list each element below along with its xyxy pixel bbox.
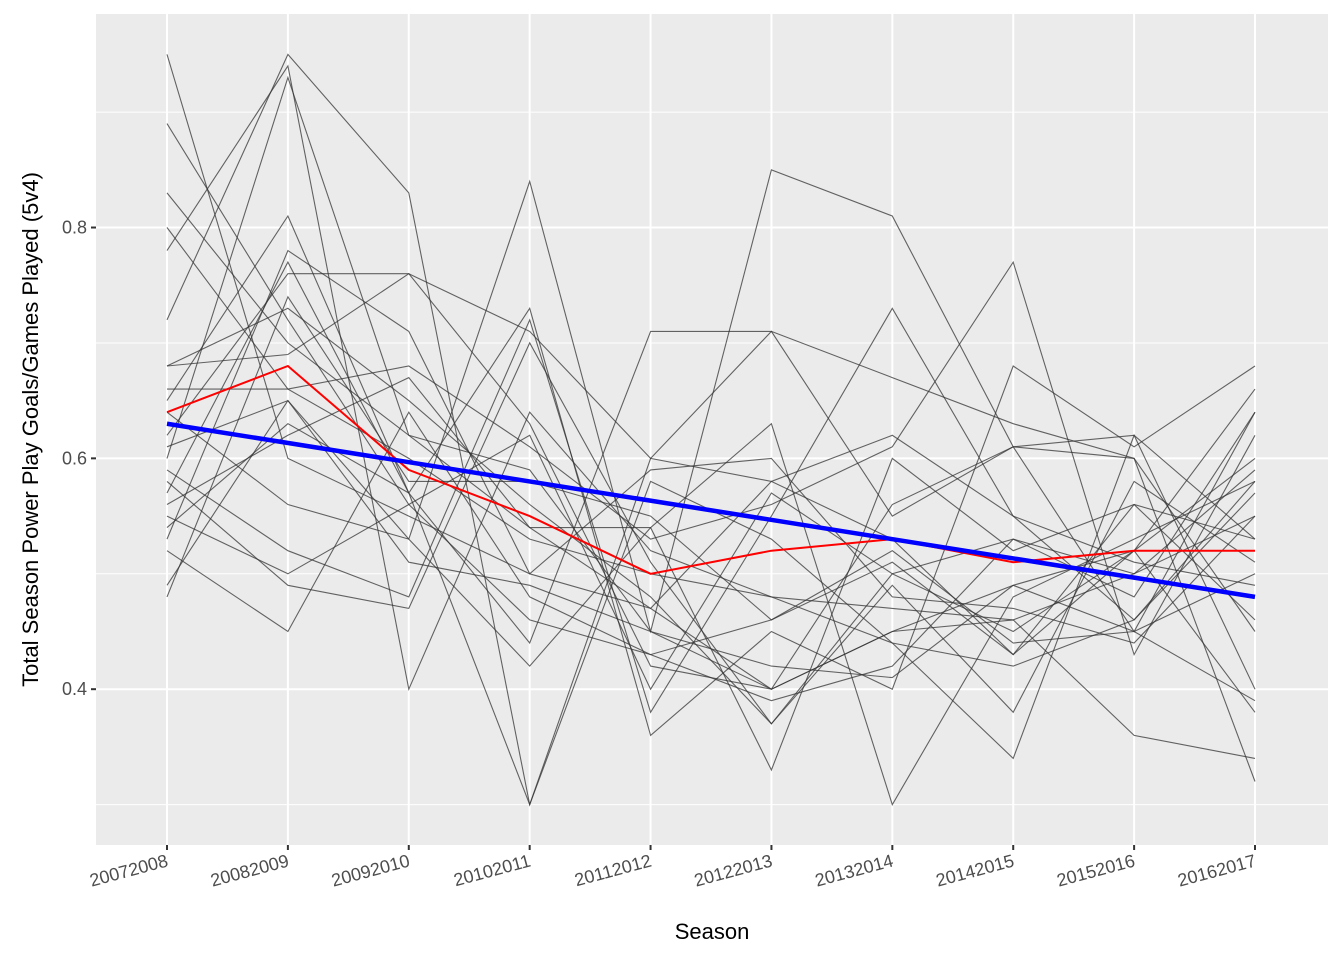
team-series-line [166,295,1256,644]
y-axis-title: Total Season Power Play Goals/Games Play… [18,172,43,687]
x-tick-label: 20122013 [692,851,775,891]
y-axis: 0.4 0.6 0.8 [62,218,96,699]
x-tick-label: 20092010 [329,851,412,891]
team-series-line [166,123,1256,656]
x-axis-title: Season [675,919,750,944]
x-tick-label: 20132014 [813,851,896,891]
team-series-line [166,306,1256,737]
y-tick-label: 0.8 [62,218,87,238]
x-tick-label: 20112012 [572,851,653,891]
x-axis: 20072008 20082009 20092010 20102011 20112012… [87,845,1258,891]
team-series-line [166,399,1256,759]
plot-background [96,14,1328,845]
x-tick-label: 20082009 [208,851,291,891]
team-series-line [166,376,1256,656]
trend-line [166,421,1256,600]
x-tick-label: 20162017 [1175,851,1258,891]
team-series-line [166,53,1256,807]
x-tick-label: 20072008 [87,851,170,891]
grid-major [96,14,1328,845]
x-tick-label: 20142015 [934,851,1017,891]
y-tick-label: 0.6 [62,448,87,468]
x-tick-label: 20152016 [1055,851,1138,891]
average-series-line [166,364,1255,575]
y-tick-label: 0.4 [62,679,87,699]
x-tick-label: 20102011 [451,851,532,891]
team-series-line [166,249,1256,644]
team-series-line [166,75,1256,772]
